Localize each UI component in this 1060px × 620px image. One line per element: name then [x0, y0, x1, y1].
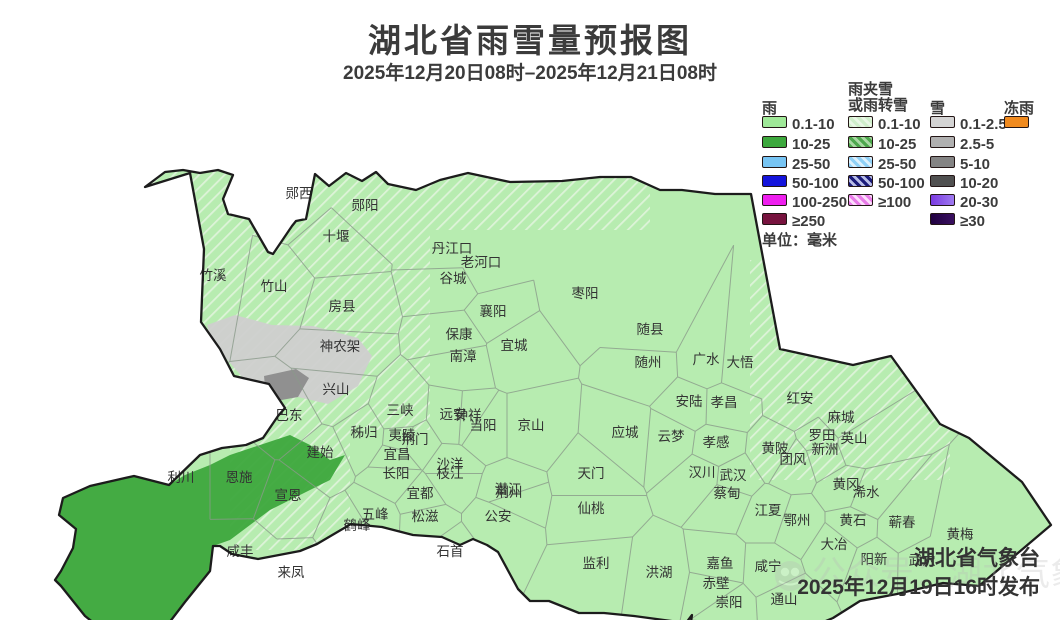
- svg-text:汉川: 汉川: [689, 465, 716, 480]
- svg-text:郧西: 郧西: [286, 186, 313, 201]
- svg-text:监利: 监利: [583, 556, 610, 571]
- svg-text:沙洋: 沙洋: [437, 457, 464, 472]
- svg-text:嘉鱼: 嘉鱼: [707, 555, 734, 571]
- svg-text:来凤: 来凤: [278, 565, 305, 580]
- svg-text:石首: 石首: [437, 544, 464, 559]
- svg-text:宜昌: 宜昌: [384, 447, 411, 462]
- svg-text:郧阳: 郧阳: [352, 198, 379, 213]
- svg-text:孝昌: 孝昌: [711, 395, 738, 410]
- svg-text:新洲: 新洲: [812, 442, 839, 457]
- svg-text:建始: 建始: [307, 445, 334, 460]
- svg-text:云梦: 云梦: [658, 429, 686, 444]
- svg-text:老河口: 老河口: [461, 255, 502, 270]
- svg-text:通山: 通山: [771, 592, 798, 607]
- svg-text:大冶: 大冶: [821, 537, 848, 552]
- svg-text:宜城: 宜城: [501, 338, 529, 353]
- svg-text:赤壁: 赤壁: [703, 576, 730, 591]
- svg-text:湖北省气象台: 湖北省气象台: [914, 546, 1040, 570]
- svg-text:南漳: 南漳: [450, 348, 477, 364]
- svg-text:秭归: 秭归: [351, 424, 378, 440]
- svg-text:丹江口: 丹江口: [432, 241, 473, 256]
- svg-text:蔡甸: 蔡甸: [714, 486, 741, 501]
- svg-text:浠水: 浠水: [853, 485, 881, 500]
- svg-text:天门: 天门: [578, 466, 605, 481]
- svg-text:房县: 房县: [329, 299, 356, 314]
- svg-text:潜江: 潜江: [495, 482, 522, 497]
- svg-text:三峡: 三峡: [387, 403, 414, 418]
- svg-text:洪湖: 洪湖: [646, 565, 673, 580]
- svg-text:十堰: 十堰: [323, 229, 350, 244]
- svg-text:宣恩: 宣恩: [275, 488, 302, 503]
- svg-text:荆门: 荆门: [402, 432, 429, 447]
- svg-text:黄石: 黄石: [840, 513, 867, 528]
- svg-text:随州: 随州: [635, 355, 662, 370]
- svg-text:恩施: 恩施: [226, 470, 253, 485]
- svg-text:黄梅: 黄梅: [947, 527, 974, 542]
- svg-text:神农架: 神农架: [320, 339, 361, 354]
- svg-text:京山: 京山: [518, 418, 545, 433]
- svg-text:蕲春: 蕲春: [889, 515, 917, 530]
- svg-text:谷城: 谷城: [440, 271, 467, 286]
- svg-text:竹山: 竹山: [261, 279, 288, 294]
- svg-text:宜都: 宜都: [407, 486, 434, 501]
- svg-text:随县: 随县: [637, 322, 664, 337]
- svg-text:保康: 保康: [446, 326, 473, 342]
- svg-text:麻城: 麻城: [828, 410, 856, 425]
- svg-text:钟祥: 钟祥: [455, 407, 482, 423]
- svg-text:安陆: 安陆: [676, 394, 703, 409]
- svg-text:江夏: 江夏: [755, 503, 783, 518]
- svg-text:武汉: 武汉: [720, 468, 748, 483]
- svg-text:公安: 公安: [485, 509, 512, 524]
- svg-text:孝感: 孝感: [703, 434, 730, 450]
- svg-text:襄阳: 襄阳: [480, 304, 507, 319]
- svg-text:松滋: 松滋: [412, 509, 439, 524]
- svg-text:兴山: 兴山: [323, 382, 350, 397]
- svg-text:广水: 广水: [693, 352, 721, 367]
- svg-text:2025年12月19日16时发布: 2025年12月19日16时发布: [797, 575, 1040, 599]
- svg-text:枣阳: 枣阳: [572, 286, 599, 301]
- svg-text:红安: 红安: [787, 391, 814, 406]
- svg-text:英山: 英山: [841, 430, 868, 446]
- svg-text:团风: 团风: [780, 452, 808, 467]
- svg-text:长阳: 长阳: [383, 466, 410, 481]
- svg-text:大悟: 大悟: [727, 355, 754, 370]
- svg-text:罗田: 罗田: [809, 428, 836, 443]
- svg-text:应城: 应城: [612, 424, 640, 440]
- svg-text:崇阳: 崇阳: [716, 595, 743, 610]
- svg-text:仙桃: 仙桃: [578, 501, 606, 516]
- svg-text:鄂州: 鄂州: [784, 513, 811, 528]
